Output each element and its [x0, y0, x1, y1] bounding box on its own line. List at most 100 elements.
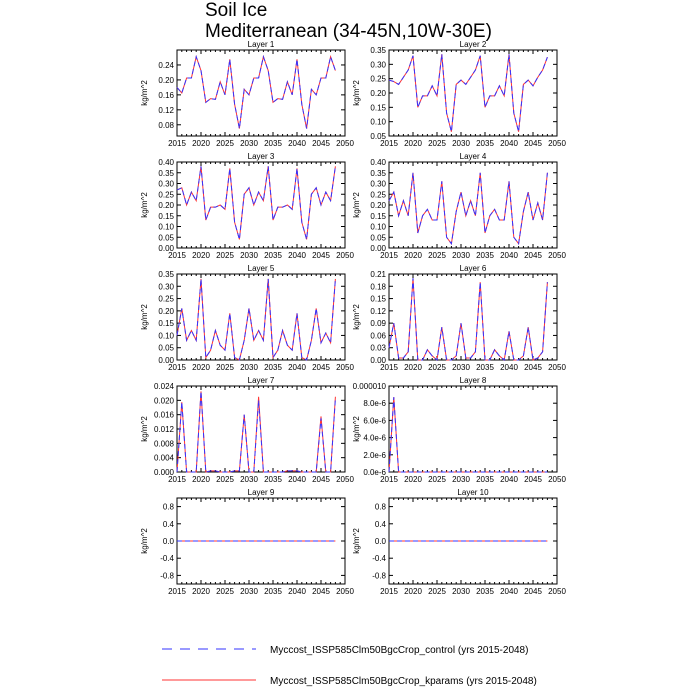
y-tick-label: 0.40: [158, 158, 174, 167]
x-tick-label: 2050: [548, 363, 566, 372]
y-tick-label: 0.4: [375, 520, 387, 529]
y-tick-label: 0.06: [370, 331, 386, 340]
x-tick-label: 2040: [500, 251, 518, 260]
y-tick-label: 0.016: [154, 411, 175, 420]
panel-title: Layer 9: [248, 488, 275, 497]
x-tick-label: 2025: [216, 363, 234, 372]
x-tick-label: 2045: [524, 475, 542, 484]
x-tick-label: 2030: [452, 251, 470, 260]
x-tick-label: 2020: [192, 475, 210, 484]
y-axis-label: kg/m^2: [140, 304, 149, 330]
panel-grid: Layer 1 kg/m^2 0.08 0.12 0.16 0.20 0.24 2015 202…: [140, 40, 566, 596]
x-tick-label: 2045: [524, 363, 542, 372]
x-tick-label: 2030: [240, 587, 258, 596]
panel-layer-9: Layer 9 kg/m^2 -0.8 -0.4 0.0 0.4 0.8 2015 2020 20…: [140, 488, 354, 596]
series-line-control: [176, 278, 336, 361]
y-tick-label: 0.03: [370, 344, 386, 353]
y-tick-label: 0.20: [370, 89, 386, 98]
y-tick-label: 0.30: [158, 282, 174, 291]
figure-title-block: Soil Ice Mediterranean (34-45N,10W-30E): [205, 0, 492, 42]
x-tick-label: 2025: [216, 475, 234, 484]
y-tick-label: 0.00: [158, 356, 174, 365]
x-tick-label: 2025: [216, 587, 234, 596]
x-tick-label: 2035: [476, 587, 494, 596]
x-tick-label: 2020: [192, 251, 210, 260]
legend: Myccost_ISSP585Clm50BgcCrop_control (yrs…: [162, 645, 537, 687]
y-tick-label: -0.4: [160, 554, 174, 563]
x-tick-label: 2035: [264, 139, 282, 148]
y-tick-label: 0.30: [370, 60, 386, 69]
panel-title: Layer 2: [460, 40, 487, 49]
x-tick-label: 2020: [404, 139, 422, 148]
series-line-kparams: [176, 278, 336, 361]
x-tick-label: 2015: [168, 139, 186, 148]
legend-label-kparams: Myccost_ISSP585Clm50BgcCrop_kparams (yrs…: [270, 676, 537, 687]
panel-layer-1: Layer 1 kg/m^2 0.08 0.12 0.16 0.20 0.24 2015 202…: [140, 40, 354, 148]
y-tick-label: 0.00: [370, 356, 386, 365]
y-tick-label: 0.15: [370, 103, 386, 112]
y-tick-label: 0.12: [158, 106, 174, 115]
x-tick-label: 2020: [404, 475, 422, 484]
panel-layer-2: Layer 2 kg/m^2 0.05 0.10 0.15 0.20 0.25 0.30 0.3…: [352, 40, 566, 148]
y-tick-label: 0.000: [154, 468, 175, 477]
y-tick-label: 0.05: [370, 233, 386, 242]
x-tick-label: 2015: [168, 475, 186, 484]
x-tick-label: 2050: [336, 251, 354, 260]
x-tick-label: 2035: [264, 363, 282, 372]
y-tick-label: 0.35: [158, 169, 174, 178]
y-tick-label: 0.30: [370, 180, 386, 189]
x-tick-label: 2030: [240, 251, 258, 260]
y-tick-label: 0.35: [370, 46, 386, 55]
x-tick-label: 2050: [336, 587, 354, 596]
x-tick-label: 2050: [548, 587, 566, 596]
y-tick-label: 0.35: [158, 270, 174, 279]
y-axis-label: kg/m^2: [352, 528, 361, 554]
y-tick-label: -0.8: [160, 571, 174, 580]
y-tick-label: 2.0e-6: [363, 451, 386, 460]
y-tick-label: 0.12: [370, 307, 386, 316]
y-tick-label: 0.30: [158, 180, 174, 189]
y-tick-label: 0.024: [154, 382, 175, 391]
y-tick-label: 0.10: [158, 331, 174, 340]
x-tick-label: 2045: [312, 587, 330, 596]
x-tick-label: 2025: [428, 475, 446, 484]
x-tick-label: 2030: [240, 139, 258, 148]
y-tick-label: 0.00: [158, 244, 174, 253]
plot-frame: [388, 273, 558, 361]
x-tick-label: 2040: [500, 475, 518, 484]
x-tick-label: 2030: [452, 587, 470, 596]
x-tick-label: 2020: [192, 587, 210, 596]
x-tick-label: 2030: [452, 475, 470, 484]
figure-subtitle: Mediterranean (34-45N,10W-30E): [205, 21, 492, 42]
x-tick-label: 2025: [216, 251, 234, 260]
series-line-control: [176, 166, 336, 240]
panel-title: Layer 4: [460, 152, 487, 161]
y-tick-label: 0.05: [158, 344, 174, 353]
panel-title: Layer 3: [248, 152, 275, 161]
y-tick-label: 0.4: [163, 520, 175, 529]
x-tick-label: 2050: [548, 251, 566, 260]
series-line-control: [388, 397, 548, 473]
x-tick-label: 2030: [452, 363, 470, 372]
y-tick-label: 0.25: [158, 295, 174, 304]
series-line-kparams: [176, 54, 336, 129]
y-tick-label: 0.40: [370, 158, 386, 167]
y-tick-label: 0.20: [158, 307, 174, 316]
series-line-control: [388, 278, 548, 361]
x-tick-label: 2015: [168, 251, 186, 260]
y-axis-label: kg/m^2: [140, 416, 149, 442]
x-tick-label: 2040: [500, 587, 518, 596]
panel-title: Layer 8: [460, 376, 487, 385]
y-tick-label: 0.10: [370, 223, 386, 232]
panel-layer-4: Layer 4kg/m^20.000.050.100.150.200.250.3…: [352, 152, 566, 260]
y-tick-label: 0.0: [163, 537, 175, 546]
panel-layer-10: Layer 10 kg/m^2 -0.8 -0.4 0.0 0.4 0.8 2015 2020 2…: [352, 488, 566, 596]
x-tick-label: 2020: [404, 251, 422, 260]
figure-title: Soil Ice: [205, 0, 268, 21]
series-line-control: [176, 391, 336, 473]
x-tick-label: 2025: [428, 363, 446, 372]
x-tick-label: 2015: [380, 587, 398, 596]
y-tick-label: 0.08: [158, 121, 174, 130]
x-tick-label: 2025: [428, 139, 446, 148]
x-tick-label: 2050: [336, 475, 354, 484]
